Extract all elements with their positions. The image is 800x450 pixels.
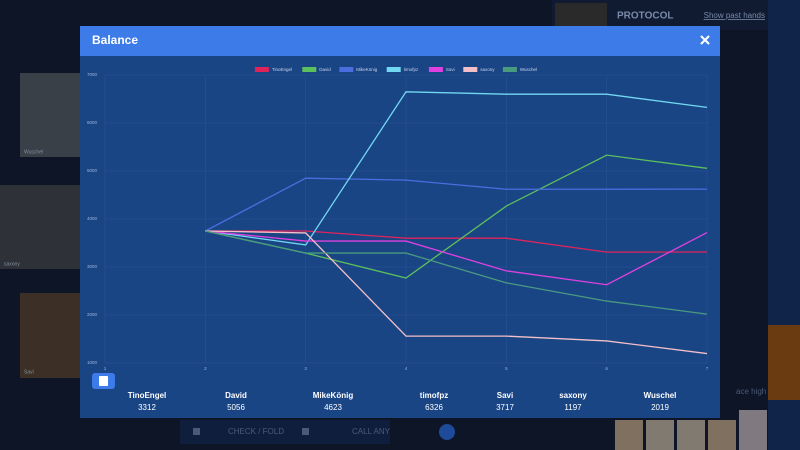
y-tick-label: 7000 <box>87 72 98 77</box>
legend-label: Wuschel <box>520 67 537 72</box>
summary: TinoEngel 3312 David 5056 MikeKönig 4623 timof… <box>128 391 677 412</box>
player-balance: 2019 <box>651 403 669 412</box>
legend-swatch <box>428 67 443 72</box>
close-icon <box>700 35 710 45</box>
legend-swatch <box>302 67 317 72</box>
close-button[interactable] <box>700 35 710 45</box>
legend-label: David <box>319 67 331 72</box>
series-line <box>205 177 708 232</box>
x-tick-label: 2 <box>204 366 207 371</box>
protocol-label: PROTOCOL <box>617 11 673 22</box>
player-name: saxony <box>559 391 587 400</box>
player-name: timofpz <box>420 391 448 400</box>
series-line <box>205 230 708 286</box>
series-line <box>205 91 708 246</box>
player-balance: 5056 <box>227 403 245 412</box>
call-any-button[interactable]: CALL ANY <box>352 427 391 436</box>
sidebar-active <box>768 325 800 400</box>
legend-swatch <box>386 67 401 72</box>
legend-label: TinoEngel <box>272 67 292 72</box>
legend-swatch <box>463 67 478 72</box>
series-line <box>205 230 708 315</box>
y-tick-label: 4000 <box>87 216 98 221</box>
y-tick-label: 1000 <box>87 360 98 365</box>
x-tick-label: 5 <box>505 366 508 371</box>
legend-swatch <box>254 67 269 72</box>
card <box>677 420 705 450</box>
round-button[interactable] <box>439 424 455 440</box>
series-line <box>205 230 708 355</box>
legend-label: Savi <box>446 67 455 72</box>
card <box>708 420 736 450</box>
protocol-icon <box>555 3 607 27</box>
action-bar <box>180 420 390 444</box>
legend-swatch <box>502 67 517 72</box>
x-tick-label: 1 <box>104 366 107 371</box>
video-name: Wuschel <box>24 149 43 155</box>
y-tick-label: 5000 <box>87 168 98 173</box>
x-tick-label: 7 <box>706 366 709 371</box>
cards <box>615 410 767 450</box>
x-tick-label: 3 <box>304 366 307 371</box>
x-tick-label: 4 <box>405 366 408 371</box>
legend: TinoEngel David MikeKönig timofpz Savi saxony… <box>254 67 537 72</box>
modal-header <box>80 26 720 56</box>
legend-label: saxony <box>480 67 495 72</box>
y-tick-label: 6000 <box>87 120 98 125</box>
player-name: MikeKönig <box>313 391 354 400</box>
video-name: saxony <box>4 261 20 267</box>
player-balance: 3312 <box>138 403 156 412</box>
legend-swatch <box>339 67 354 72</box>
hand-info: ace high <box>736 387 766 396</box>
checkbox[interactable] <box>302 428 309 435</box>
legend-label: MikeKönig <box>356 67 378 72</box>
past-hands-link[interactable]: Show past hands <box>704 11 765 20</box>
player-balance: 4623 <box>324 403 342 412</box>
player-balance: 6326 <box>425 403 443 412</box>
card <box>739 410 767 450</box>
video-tile <box>0 185 80 269</box>
y-tick-label: 2000 <box>87 312 98 317</box>
x-tick-label: 6 <box>605 366 608 371</box>
card <box>646 420 674 450</box>
checkbox[interactable] <box>193 428 200 435</box>
video-name: Savi <box>24 369 34 375</box>
y-tick-label: 3000 <box>87 264 98 269</box>
modal <box>80 26 720 418</box>
video-tile <box>20 293 80 378</box>
player-name: Wuschel <box>644 391 677 400</box>
player-balance: 1197 <box>564 403 582 412</box>
chart: 1000 2000 3000 4000 5000 6000 7000 1 2 3 4 5 6 7 TinoE… <box>87 67 709 371</box>
video-tile <box>20 73 80 157</box>
player-name: TinoEngel <box>128 391 167 400</box>
modal-title: Balance <box>92 33 138 47</box>
legend-label: timofpz <box>404 67 419 72</box>
check-fold-button[interactable]: CHECK / FOLD <box>228 427 284 436</box>
series-line <box>205 230 708 253</box>
player-balance: 3717 <box>496 403 514 412</box>
card <box>615 420 643 450</box>
player-name: David <box>225 391 247 400</box>
copy-icon <box>99 376 108 386</box>
player-name: Savi <box>497 391 513 400</box>
